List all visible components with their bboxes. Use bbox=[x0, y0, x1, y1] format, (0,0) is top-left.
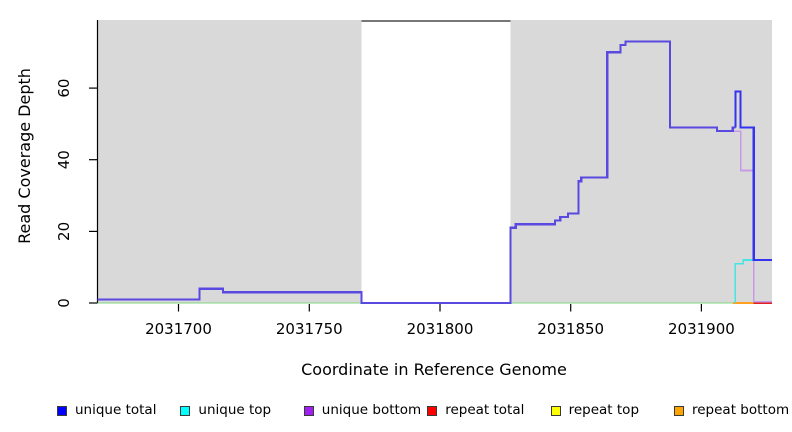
unique-total-swatch-icon bbox=[57, 405, 67, 416]
legend-item-unique-bottom: unique bottom bbox=[303, 402, 422, 418]
legend-label: repeat total bbox=[445, 402, 525, 418]
legend-label: unique top bbox=[198, 402, 272, 418]
x-axis-tick-label: 2031700 bbox=[145, 320, 212, 338]
series-lines bbox=[97, 40, 772, 305]
y-axis-tick-label: 60 bbox=[55, 79, 73, 98]
x-axis-tick-label: 2031850 bbox=[537, 320, 604, 338]
unique-bottom-swatch-icon bbox=[303, 405, 314, 416]
legend-label: repeat bottom bbox=[692, 402, 790, 418]
x-axis-title: Coordinate in Reference Genome bbox=[301, 360, 567, 379]
unique-total-main-line bbox=[97, 40, 736, 305]
y-axis-title: Read Coverage Depth bbox=[15, 68, 34, 244]
axes-ticks: 2031700 2031750 2031800 2031850 2031900 0 20 40… bbox=[55, 79, 735, 338]
y-axis-tick-label: 20 bbox=[55, 222, 73, 241]
y-axis-tick-label: 40 bbox=[55, 150, 73, 169]
repeat-bottom-swatch-icon bbox=[674, 405, 684, 416]
legend-label: repeat top bbox=[568, 402, 640, 418]
legend-item-repeat-total: repeat total bbox=[427, 402, 525, 418]
unique-total-right-line bbox=[734, 90, 772, 262]
x-axis-tick-label: 2031800 bbox=[407, 320, 474, 338]
left-gray-region bbox=[97, 20, 362, 303]
legend-item-repeat-bottom: repeat bottom bbox=[674, 402, 790, 418]
unique-bottom-visible-line bbox=[717, 130, 772, 303]
x-axis-tick-label: 2031900 bbox=[668, 320, 735, 338]
legend: unique total unique top unique bottom repea… bbox=[0, 398, 792, 428]
legend-item-unique-top: unique top bbox=[180, 402, 272, 418]
legend-item-unique-total: unique total bbox=[57, 402, 157, 418]
coverage-chart: 2031700 2031750 2031800 2031850 2031900 0 20 40… bbox=[15, 19, 772, 379]
repeat-top-swatch-icon bbox=[550, 405, 561, 416]
right-gray-region bbox=[510, 20, 772, 303]
shaded-regions bbox=[97, 19, 772, 303]
legend-item-repeat-top: repeat top bbox=[550, 402, 640, 418]
repeat-total-swatch-icon bbox=[427, 405, 438, 416]
legend-label: unique bottom bbox=[321, 402, 422, 418]
y-axis-tick-label: 0 bbox=[55, 298, 73, 308]
x-axis-tick-label: 2031750 bbox=[276, 320, 343, 338]
legend-label: unique total bbox=[75, 402, 157, 418]
unique-top-swatch-icon bbox=[180, 405, 191, 416]
